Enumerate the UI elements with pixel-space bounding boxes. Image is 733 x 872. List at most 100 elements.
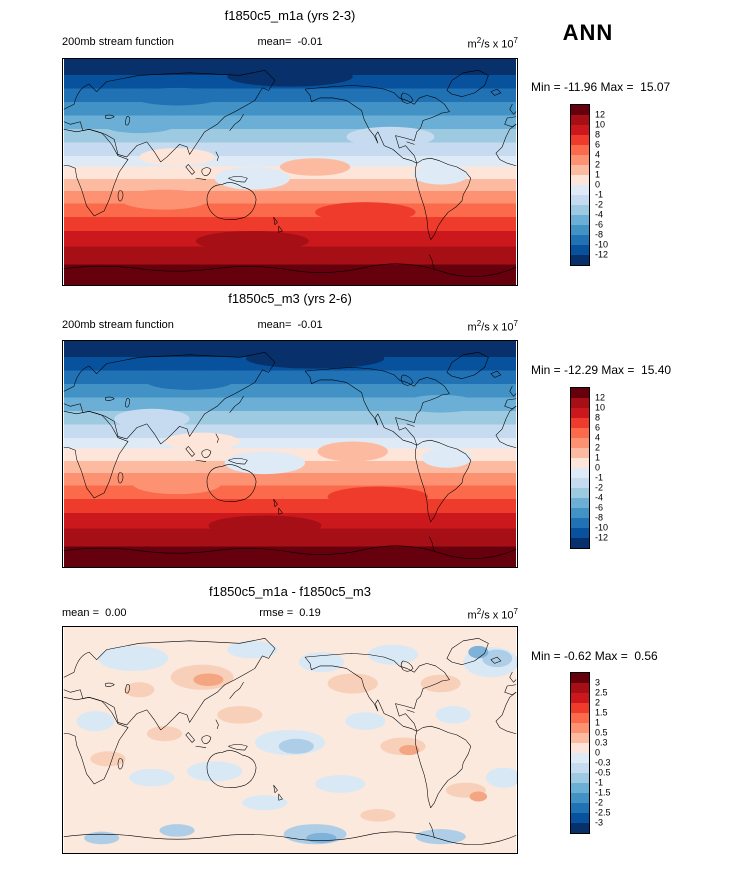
colorbar-cell <box>571 135 589 145</box>
contour-anomaly-blob <box>133 474 221 495</box>
panel-2-units-label: m2/s x 107 <box>467 319 518 334</box>
colorbar-cell <box>571 165 589 175</box>
contour-anomaly-blob <box>124 682 155 698</box>
colorbar-tick-label: -1 <box>595 472 604 483</box>
panel-2-mean-label: mean= -0.01 <box>257 319 323 331</box>
colorbar-cell <box>571 205 589 215</box>
colorbar-cell <box>571 115 589 125</box>
colorbar-cell <box>571 145 589 155</box>
panel-1-minmax-label: Min = -11.96 Max = 15.07 <box>531 80 671 94</box>
contour-anomaly-blob <box>227 66 353 87</box>
contour-anomaly-blob <box>242 795 288 811</box>
colorbar-cell <box>571 388 589 398</box>
colorbar-tick-label: 4 <box>595 149 601 160</box>
colorbar-cell <box>571 235 589 245</box>
colorbar-tick-label: 6 <box>595 422 601 433</box>
contour-anomaly-blob <box>415 829 466 845</box>
contour-anomaly-blob <box>195 231 309 252</box>
contour-anomaly-blob <box>97 645 169 671</box>
colorbar-panel-3: 3 2.5 2 1.5 1 0.5 0.3 0 -0.3 -0.5 -1 -1.5 -2 -2.5 -3 <box>570 672 640 842</box>
panel-2-title: f1850c5_m3 (yrs 2-6) <box>228 291 352 306</box>
map-panel-3-difference <box>62 626 518 854</box>
colorbar-tick-label: 10 <box>595 402 606 413</box>
colorbar-cell <box>571 428 589 438</box>
colorbar-tick-label: 1 <box>595 717 601 728</box>
colorbar-tick-label: 1 <box>595 452 601 463</box>
contour-anomaly-blob <box>360 809 396 822</box>
colorbar-tick-label: -2 <box>595 199 604 210</box>
contour-anomaly-blob <box>246 348 385 369</box>
contour-anomaly-blob <box>469 791 488 802</box>
colorbar-cell <box>571 498 589 508</box>
colorbar-tick-label: 1.5 <box>595 707 608 718</box>
contour-anomaly-blob <box>435 706 471 724</box>
colorbar-cells <box>570 387 590 549</box>
colorbar-cell <box>571 528 589 538</box>
colorbar-cell <box>571 398 589 408</box>
colorbar-tick-label: -6 <box>595 219 604 230</box>
panel-1-units-label: m2/s x 107 <box>467 36 518 51</box>
colorbar-tick-label: -2.5 <box>595 807 611 818</box>
colorbar-tick-label: -0.5 <box>595 767 611 778</box>
contour-anomaly-blob <box>146 726 183 742</box>
colorbar-cell <box>571 783 589 793</box>
colorbar-cell <box>571 703 589 713</box>
contour-anomaly-blob <box>159 824 195 837</box>
contour-anomaly-blob <box>224 451 306 475</box>
contour-anomaly-blob <box>227 640 278 659</box>
colorbar-cell <box>571 693 589 703</box>
colorbar-tick-label: -12 <box>595 532 609 543</box>
colorbar-panel-1: 12 10 8 6 4 2 1 0 -1 -2 -4 -6 -8 -10 -12 <box>570 104 640 274</box>
units-superscript: 7 <box>513 607 518 616</box>
panel-3-title: f1850c5_m1a - f1850c5_m3 <box>209 584 371 599</box>
colorbar-cell <box>571 813 589 823</box>
units-superscript: 2 <box>476 319 482 328</box>
contour-anomaly-blob <box>129 768 175 787</box>
colorbar-cell <box>571 195 589 205</box>
units-superscript: 7 <box>513 319 518 328</box>
contour-anomaly-blob <box>298 652 344 673</box>
colorbar-tick-label: 10 <box>595 119 606 130</box>
colorbar-tick-label: -8 <box>595 229 604 240</box>
colorbar-cell <box>571 408 589 418</box>
contour-anomaly-blob <box>193 673 224 687</box>
colorbar-tick-label: -1 <box>595 777 604 788</box>
panel-1-variable-label: 200mb stream function <box>62 36 174 48</box>
colorbar-tick-label: 1 <box>595 169 601 180</box>
colorbar-tick-label: 8 <box>595 129 601 140</box>
contour-anomaly-blob <box>315 775 366 793</box>
colorbar-cell <box>571 418 589 428</box>
season-label: ANN <box>562 20 614 45</box>
contour-anomaly-blob <box>164 432 240 451</box>
colorbar-tick-label: 6 <box>595 139 601 150</box>
colorbar-cell <box>571 673 589 683</box>
panel-3-rmse-label: rmse = 0.19 <box>259 607 321 619</box>
units-superscript: 7 <box>513 36 518 45</box>
colorbar-tick-label: -1.5 <box>595 787 611 798</box>
contour-anomaly-blob <box>327 673 378 694</box>
colorbar-cell <box>571 438 589 448</box>
panel-3-mean-label: mean = 0.00 <box>62 607 127 619</box>
contour-anomaly-blob <box>482 649 513 668</box>
contour-anomaly-blob <box>217 706 263 724</box>
contour-anomaly-blob <box>399 745 420 756</box>
colorbar-cell <box>571 458 589 468</box>
colorbar-cell <box>571 753 589 763</box>
contour-anomaly-blob <box>345 712 386 730</box>
contour-anomaly-blob <box>76 711 115 732</box>
colorbar-cell <box>571 215 589 225</box>
colorbar-cells <box>570 104 590 266</box>
colorbar-cell <box>571 723 589 733</box>
colorbar-tick-label: -4 <box>595 492 604 503</box>
contour-anomaly-blob <box>139 148 215 166</box>
colorbar-tick-label: 12 <box>595 392 606 403</box>
contour-anomaly-blob <box>214 166 290 190</box>
contour-anomaly-blob <box>315 202 416 223</box>
colorbar-cell <box>571 478 589 488</box>
colorbar-cell <box>571 713 589 723</box>
colorbar-cell <box>571 773 589 783</box>
colorbar-tick-label: -10 <box>595 239 609 250</box>
colorbar-cell <box>571 468 589 478</box>
contour-anomaly-blob <box>278 738 314 754</box>
contour-anomaly-blob <box>485 767 517 788</box>
